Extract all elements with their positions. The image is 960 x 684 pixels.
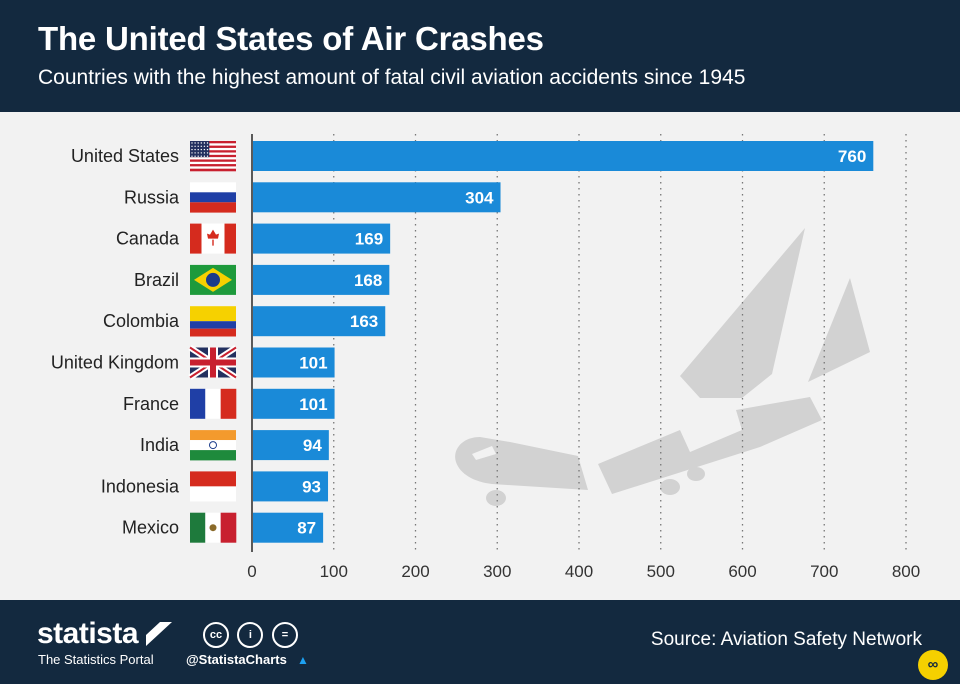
chart-title: The United States of Air Crashes <box>38 20 544 57</box>
value-label: 93 <box>302 477 321 496</box>
value-label: 94 <box>303 436 322 455</box>
us-flag-icon <box>190 141 236 172</box>
bar-chart: United States Russia Canada Brazil Colombia U… <box>51 134 920 581</box>
category-label: Colombia <box>103 311 180 331</box>
x-tick-label: 200 <box>401 562 429 581</box>
bar <box>253 141 874 171</box>
value-labels: 760 304 169 168 163 101 101 94 93 87 <box>297 147 866 538</box>
colombia-flag-icon <box>190 306 236 337</box>
x-tick-label: 700 <box>810 562 838 581</box>
value-label: 87 <box>297 519 316 538</box>
no-derivatives-icon: = <box>271 622 298 648</box>
x-tick-label: 0 <box>247 562 256 581</box>
bar <box>253 388 335 419</box>
source-note: Source: Aviation Safety Network <box>650 629 922 650</box>
bar <box>253 306 386 337</box>
value-label: 168 <box>354 271 382 290</box>
x-tick-label: 300 <box>483 562 511 581</box>
indonesia-flag-icon <box>190 471 236 502</box>
flags <box>188 141 238 543</box>
x-tick-labels: 0 100 200 300 400 500 600 700 800 <box>247 562 920 581</box>
x-tick-label: 800 <box>892 562 920 581</box>
bar <box>253 430 329 461</box>
category-label: United Kingdom <box>51 353 179 373</box>
category-label: Russia <box>124 187 180 207</box>
license-icons: cc i = <box>203 622 302 648</box>
x-tick-label: 100 <box>320 562 348 581</box>
canada-flag-icon <box>190 223 236 254</box>
x-tick-label: 400 <box>565 562 593 581</box>
brazil-flag-icon <box>190 264 236 295</box>
value-label: 169 <box>355 230 383 249</box>
category-label: Indonesia <box>101 476 180 496</box>
gridlines <box>333 134 907 552</box>
value-label: 163 <box>350 312 378 331</box>
bar <box>253 182 501 213</box>
bar <box>253 471 329 502</box>
statista-tagline: The Statistics Portal <box>38 652 154 667</box>
crashed-plane-illustration <box>455 228 870 506</box>
russia-flag-icon <box>190 182 236 213</box>
header: The United States of Air Crashes Countri… <box>0 0 960 112</box>
value-label: 304 <box>465 188 494 207</box>
india-flag-icon <box>190 430 236 461</box>
footer: statista The Statistics Portal cc i = @S… <box>0 600 960 684</box>
category-label: Canada <box>116 229 180 249</box>
bars <box>253 141 874 543</box>
category-labels: United States Russia Canada Brazil Colombia U… <box>51 146 180 538</box>
bar <box>253 264 390 295</box>
creative-commons-icon: cc <box>203 622 229 648</box>
twitter-handle[interactable]: @StatistaCharts <box>186 652 287 667</box>
france-flag-icon <box>190 388 237 419</box>
badge-icon: ∞ <box>918 650 948 680</box>
category-label: Mexico <box>122 518 179 538</box>
category-label: India <box>140 435 180 455</box>
bar <box>253 347 335 378</box>
x-tick-label: 600 <box>728 562 756 581</box>
category-label: France <box>123 394 179 414</box>
twitter-icon: ▲ <box>297 653 309 667</box>
value-label: 760 <box>838 147 866 166</box>
category-label: Brazil <box>134 270 179 290</box>
statista-logo: statista <box>37 617 139 650</box>
chart-subtitle: Countries with the highest amount of fat… <box>38 66 746 89</box>
category-label: United States <box>71 146 179 166</box>
value-label: 101 <box>299 395 327 414</box>
bar <box>253 223 391 254</box>
x-tick-label: 500 <box>647 562 675 581</box>
uk-flag-icon <box>188 344 238 381</box>
value-label: 101 <box>299 354 327 373</box>
bar <box>253 512 324 543</box>
mexico-flag-icon <box>190 512 237 543</box>
statista-mark-icon <box>146 622 172 646</box>
attribution-icon: i <box>237 622 264 648</box>
